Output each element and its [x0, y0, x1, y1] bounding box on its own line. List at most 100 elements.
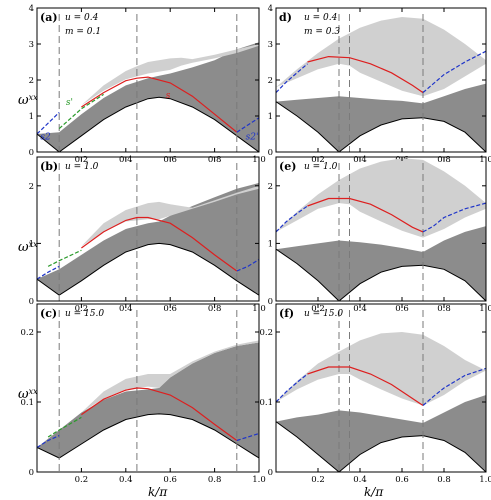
ytick-label: 0 — [268, 297, 273, 307]
ytick-label: 2 — [268, 76, 273, 86]
annotation-sprime: s' — [66, 98, 73, 108]
panel-f: 0 0.1 0.2 0.2 0.4 0.6 0.8 1.0 (f) u = 15.0 — [259, 303, 491, 485]
param-label: m = 0.1 — [65, 27, 101, 37]
continuum-2-band — [81, 340, 259, 413]
curve-s2 — [37, 111, 60, 135]
xtick-label: 0.8 — [437, 475, 451, 485]
param-label: u = 1.0 — [304, 162, 338, 172]
xtick-label: 0.6 — [163, 475, 177, 485]
param-label: u = 15.0 — [65, 309, 104, 319]
param-label: u = 0.4 — [304, 13, 338, 23]
x-axis-label-right: k/π — [364, 485, 384, 499]
ytick-label: 0 — [29, 297, 34, 307]
xtick-label: 1.0 — [252, 475, 266, 485]
panel-label: (f) — [279, 307, 294, 320]
curve-s2prime — [236, 117, 259, 133]
curve-s — [307, 366, 424, 406]
continuum-2-band — [81, 185, 259, 247]
xtick-label: 0.4 — [353, 304, 367, 314]
xtick-label: 0.8 — [208, 304, 222, 314]
continuum-2-band — [276, 17, 486, 97]
ytick-label: 4 — [268, 4, 273, 14]
xtick-label: 0.2 — [75, 304, 89, 314]
continuum-1-lower-edge — [276, 101, 486, 152]
y-axis-label-bottom: ωxx — [18, 387, 38, 403]
continuum-2-band — [81, 44, 259, 106]
continuum-1-band — [37, 342, 259, 458]
xtick-label: 0.8 — [208, 475, 222, 485]
xtick-label: 0.4 — [119, 304, 133, 314]
ytick-label: 3 — [268, 40, 273, 50]
xtick-label: 0.2 — [311, 475, 325, 485]
curve-s2prime — [236, 258, 259, 272]
continuum-1-lower-edge — [276, 248, 486, 301]
xtick-label: 0.2 — [75, 475, 89, 485]
continuum-1-lower-edge — [37, 413, 259, 459]
panel-label: (b) — [40, 160, 58, 173]
ytick-label: 2 — [29, 182, 34, 192]
curve-s — [307, 197, 424, 233]
xtick-label: 0.6 — [163, 304, 177, 314]
curve-s2prime — [422, 202, 486, 233]
annotation-s2: s2 — [40, 132, 51, 142]
xtick-label: 0.4 — [353, 475, 367, 485]
curve-s2prime — [422, 367, 486, 406]
axes-frame — [36, 303, 260, 473]
panels: 0 1 2 3 4 0.2 0.4 0.6 0.8 1.0 (a) u = 0.4 m = 0.1 s s'… — [20, 4, 491, 485]
ytick-label: 1 — [268, 239, 273, 249]
curve-s2 — [37, 435, 60, 449]
xtick-label: 0.8 — [437, 304, 451, 314]
annotation-s2prime: s2' — [246, 132, 259, 142]
curve-s — [307, 55, 424, 94]
ytick-label: 2 — [29, 76, 34, 86]
plot-area — [276, 14, 486, 152]
param-label: u = 1.0 — [65, 162, 99, 172]
curve-s2 — [276, 63, 308, 94]
plot-area — [37, 163, 259, 301]
ytick-label: 0 — [268, 468, 273, 478]
curve-s — [81, 387, 238, 441]
plot-area — [37, 310, 259, 472]
plot-area — [276, 310, 486, 472]
axes-frame — [275, 156, 487, 302]
ytick-label: 1 — [268, 112, 273, 122]
param-label: u = 0.4 — [65, 13, 99, 23]
xtick-label: 1.0 — [479, 304, 491, 314]
curve-s — [81, 216, 238, 272]
xtick-label: 0.4 — [119, 475, 133, 485]
plot-area — [276, 158, 486, 301]
panel-label: (a) — [40, 11, 58, 24]
continuum-1-lower-edge — [37, 96, 259, 152]
panel-label: d) — [279, 11, 292, 24]
curve-s2 — [276, 205, 308, 233]
ytick-label: 0.1 — [20, 398, 34, 408]
xtick-label: 0.6 — [395, 304, 409, 314]
curve-s2prime — [422, 50, 486, 94]
axes-frame — [36, 156, 260, 302]
continuum-1-band — [276, 83, 486, 152]
y-axis-label-top: ωxx — [18, 93, 38, 109]
axes-frame — [275, 303, 487, 473]
xtick-label: 1.0 — [479, 475, 491, 485]
curve-sprime — [47, 416, 82, 438]
ytick-label: 0.2 — [259, 328, 273, 338]
curve-s2prime — [236, 432, 259, 442]
panel-e: 0 1 2 0.2 0.4 0.6 0.8 1.0 (e) u = 1.0 — [268, 156, 491, 314]
plot-area — [37, 14, 259, 152]
ytick-label: 0.2 — [20, 328, 34, 338]
continuum-1-band — [276, 395, 486, 472]
ytick-label: 2 — [268, 182, 273, 192]
ytick-label: 1 — [29, 239, 34, 249]
annotation-s: s — [166, 91, 171, 101]
panel-label: (e) — [279, 160, 296, 173]
y-axis-label-middle: ωxx — [18, 240, 38, 256]
ytick-label: 1 — [29, 112, 34, 122]
continuum-1-lower-edge — [276, 421, 486, 472]
x-axis-label-left: k/π — [148, 485, 168, 499]
continuum-2-band — [276, 158, 486, 238]
xtick-label: 0.6 — [395, 475, 409, 485]
continuum-1-band — [37, 182, 259, 296]
